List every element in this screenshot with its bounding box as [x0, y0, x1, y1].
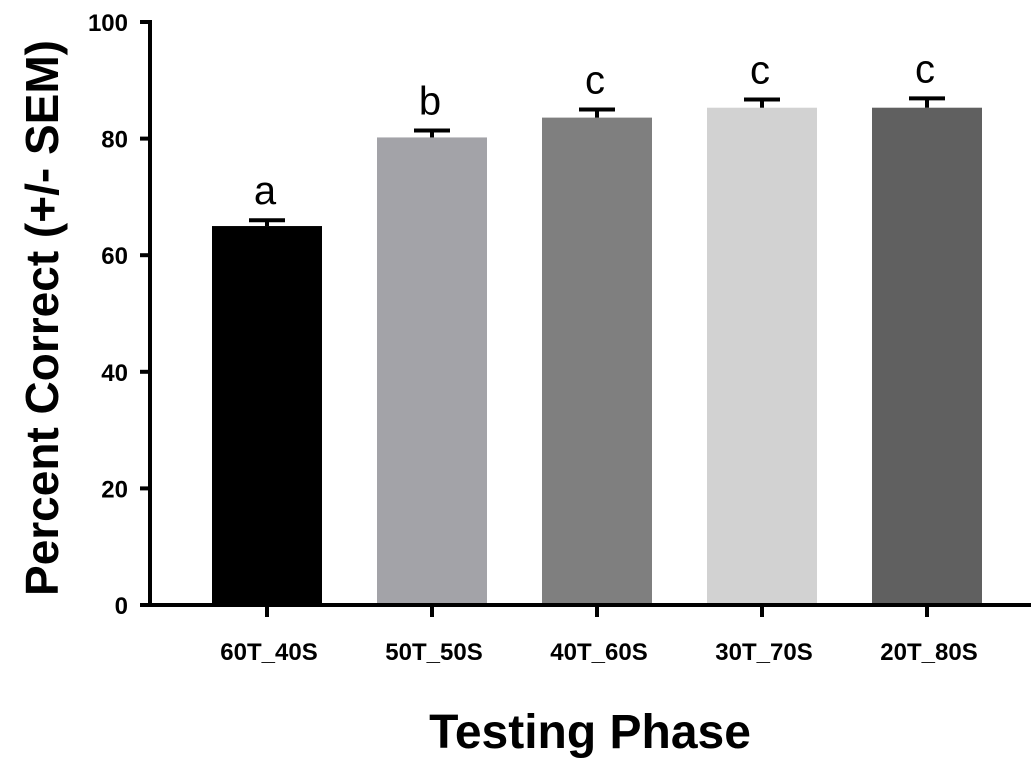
bar: [872, 107, 982, 606]
bar: [377, 137, 487, 605]
x-tick-label: 60T_40S: [220, 639, 317, 666]
y-tick-label: 20: [101, 476, 128, 503]
bars-layer: [212, 107, 982, 606]
significance-letter: c: [750, 49, 770, 93]
bar: [542, 117, 652, 605]
y-tick-label: 60: [101, 243, 128, 270]
x-tick-label: 40T_60S: [550, 639, 647, 666]
x-ticks-layer: 60T_40S 50T_50S 40T_60S 30T_70S 20T_80S: [220, 605, 978, 666]
error-bars-layer: [249, 96, 945, 227]
x-tick-label: 30T_70S: [715, 639, 812, 666]
axes-layer: [148, 20, 1031, 607]
x-tick-label: 20T_80S: [880, 639, 977, 666]
x-axis-title: Testing Phase: [429, 706, 751, 759]
significance-letter: c: [585, 58, 605, 102]
y-tick-label: 0: [115, 593, 128, 620]
y-tick-label: 100: [88, 10, 128, 37]
significance-letter: a: [254, 169, 277, 213]
y-ticks-layer: 0 20 40 60 80 100: [88, 10, 150, 620]
y-tick-label: 80: [101, 127, 128, 154]
y-axis-title: Percent Correct (+/- SEM): [16, 40, 68, 596]
x-tick-label: 50T_50S: [385, 639, 482, 666]
significance-letter: c: [915, 47, 935, 91]
significance-letter: b: [419, 79, 441, 123]
y-tick-label: 40: [101, 360, 128, 387]
significance-labels-layer: a b c c c: [254, 47, 935, 213]
bar: [707, 107, 817, 606]
bar: [212, 226, 322, 606]
